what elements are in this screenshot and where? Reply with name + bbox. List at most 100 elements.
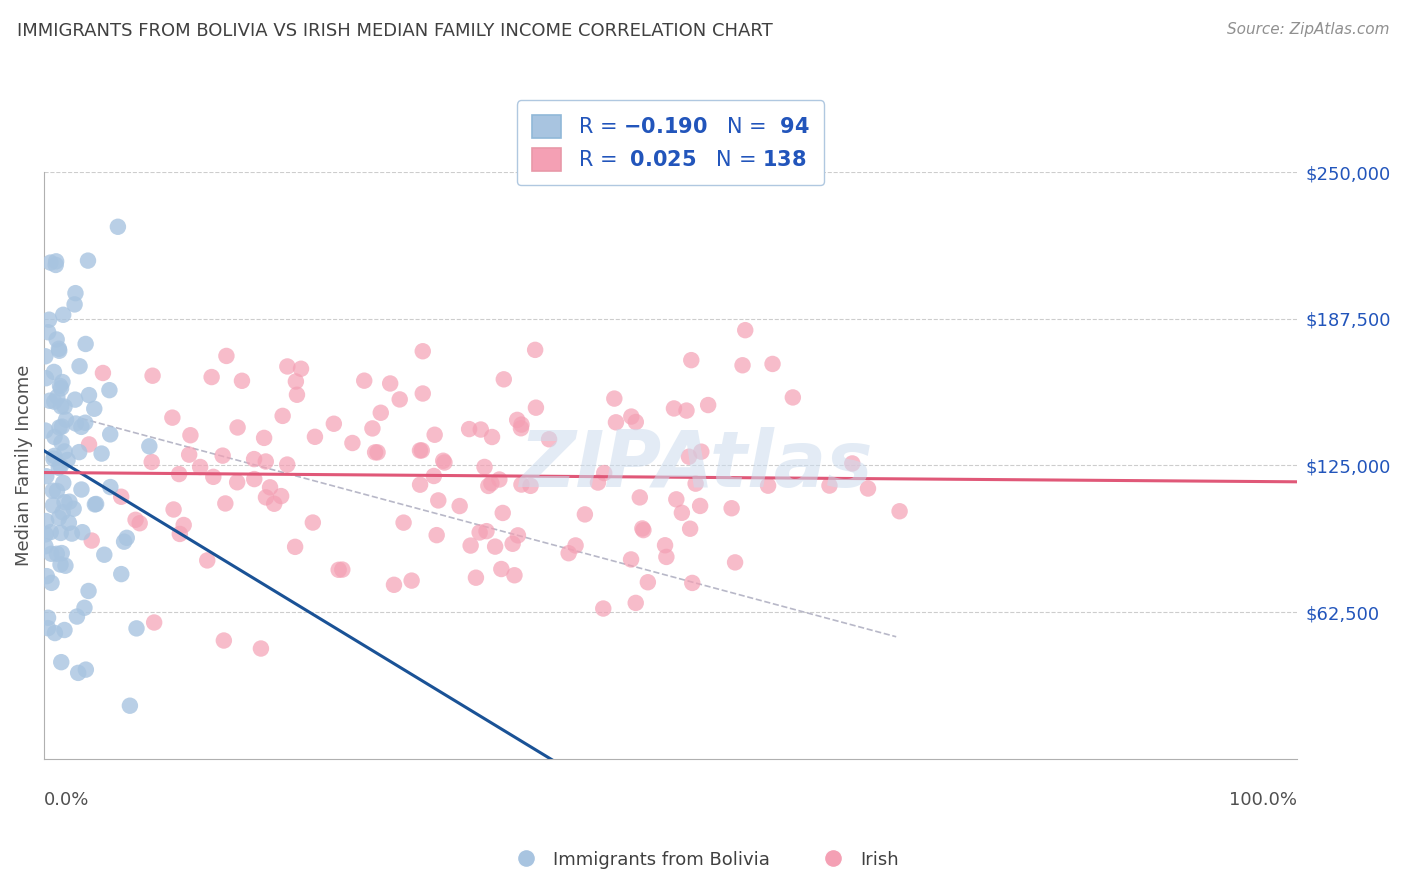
Point [474, 459, 496, 474]
Point [679, 522, 702, 536]
Point [69, 359, 91, 374]
Point [259, 480, 281, 494]
Point [52, 505, 75, 519]
Point [48, 420, 70, 434]
Point [49, 558, 72, 572]
Point [38, 393, 60, 408]
Point [83, 401, 105, 416]
Point [75, 337, 97, 351]
Point [524, 401, 547, 415]
Point [41, 575, 63, 590]
Point [142, 368, 165, 383]
Point [48, 511, 70, 525]
Text: ZIPAtlas: ZIPAtlas [519, 427, 873, 503]
Point [409, 443, 432, 458]
Point [380, 376, 402, 391]
Point [77, 253, 100, 268]
Point [38, 312, 60, 326]
Point [605, 415, 627, 429]
Point [49, 459, 72, 474]
Point [56, 453, 79, 467]
Point [624, 415, 647, 429]
Point [45, 254, 67, 268]
Point [254, 454, 277, 468]
Point [173, 518, 195, 533]
Point [685, 476, 707, 491]
Point [138, 439, 160, 453]
Text: 100.0%: 100.0% [1229, 791, 1298, 809]
Point [51, 655, 73, 669]
Point [330, 563, 353, 577]
Point [276, 458, 298, 472]
Point [46, 483, 69, 498]
Point [465, 571, 488, 585]
Point [731, 358, 754, 372]
Point [91, 366, 114, 380]
Legend: R = $\mathbf{-0.190}$   N =  $\mathbf{94}$, R =  $\mathbf{0.025}$   N = $\mathbf: R = $\mathbf{-0.190}$ N = $\mathbf{94}$,… [517, 101, 824, 186]
Point [45, 333, 67, 347]
Point [756, 478, 779, 492]
Point [856, 482, 879, 496]
Point [510, 477, 533, 491]
Point [470, 423, 492, 437]
Point [475, 524, 498, 538]
Point [328, 563, 350, 577]
Point [48, 343, 70, 358]
Point [491, 562, 513, 576]
Point [53, 400, 76, 414]
Point [603, 392, 626, 406]
Point [179, 448, 201, 462]
Point [620, 552, 643, 566]
Point [51, 546, 73, 560]
Point [734, 323, 756, 337]
Point [411, 443, 433, 458]
Point [53, 495, 76, 509]
Point [77, 437, 100, 451]
Point [34, 349, 56, 363]
Point [37, 611, 59, 625]
Point [63, 392, 86, 407]
Y-axis label: Median Family Income: Median Family Income [15, 365, 32, 566]
Point [70, 483, 93, 497]
Point [52, 475, 75, 490]
Point [49, 381, 72, 395]
Point [143, 615, 166, 630]
Point [370, 406, 392, 420]
Point [45, 547, 67, 561]
Point [675, 403, 697, 417]
Point [107, 219, 129, 234]
Point [502, 537, 524, 551]
Point [423, 469, 446, 483]
Point [519, 479, 541, 493]
Point [124, 513, 146, 527]
Point [401, 574, 423, 588]
Point [51, 419, 73, 434]
Point [55, 413, 77, 427]
Point [484, 540, 506, 554]
Point [304, 430, 326, 444]
Point [128, 516, 150, 531]
Point [322, 417, 344, 431]
Point [34, 527, 56, 541]
Point [42, 499, 65, 513]
Point [214, 496, 236, 510]
Text: IMMIGRANTS FROM BOLIVIA VS IRISH MEDIAN FAMILY INCOME CORRELATION CHART: IMMIGRANTS FROM BOLIVIA VS IRISH MEDIAN … [17, 22, 773, 40]
Point [215, 349, 238, 363]
Point [665, 492, 688, 507]
Point [889, 504, 911, 518]
Point [202, 470, 225, 484]
Point [84, 497, 107, 511]
Point [188, 460, 211, 475]
Point [93, 548, 115, 562]
Point [433, 456, 456, 470]
Point [510, 421, 533, 435]
Point [423, 427, 446, 442]
Point [41, 547, 63, 561]
Point [481, 430, 503, 444]
Point [681, 353, 703, 368]
Point [477, 479, 499, 493]
Point [226, 475, 249, 490]
Point [201, 370, 224, 384]
Text: 0.0%: 0.0% [44, 791, 90, 809]
Point [162, 502, 184, 516]
